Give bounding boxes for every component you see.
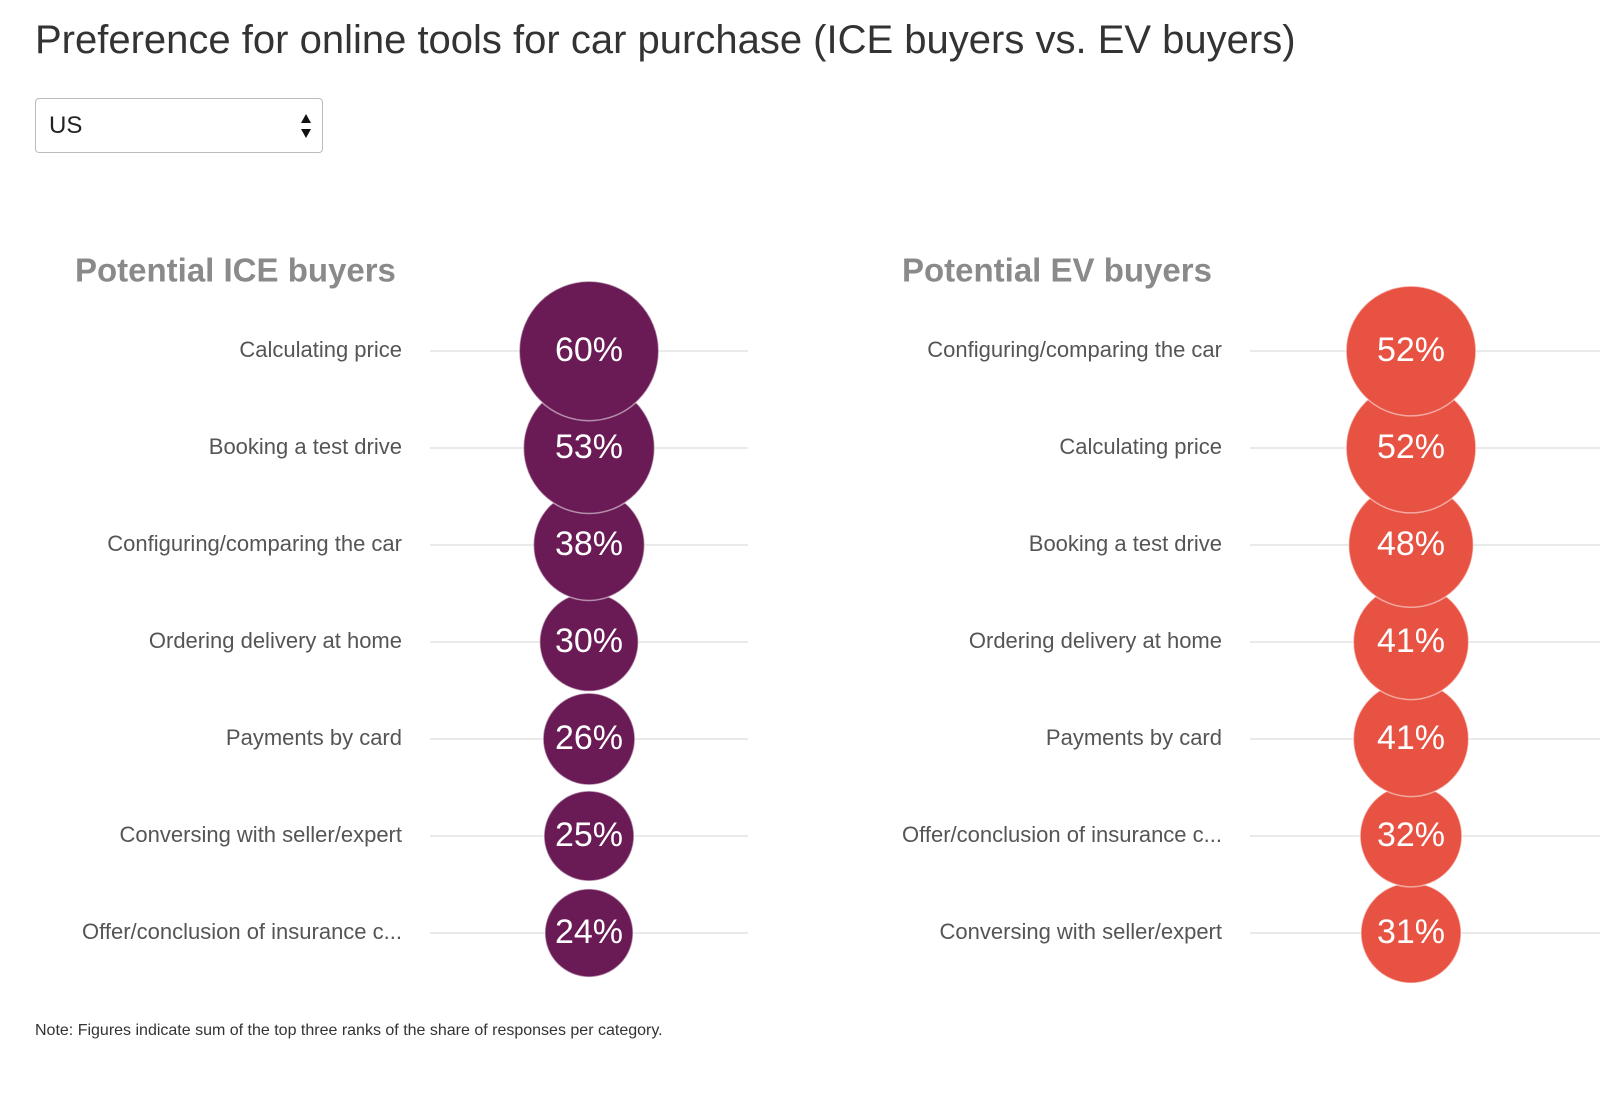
value-label: 60% bbox=[555, 331, 623, 369]
category-label: Configuring/comparing the car bbox=[927, 337, 1222, 362]
bubble-group: 26% bbox=[542, 692, 636, 786]
value-label: 26% bbox=[555, 719, 623, 757]
bubble-group: 41% bbox=[1352, 680, 1470, 798]
chart-title: Potential ICE buyers bbox=[75, 252, 396, 289]
bubble bbox=[518, 280, 660, 422]
select-value: US bbox=[49, 112, 83, 139]
bubble bbox=[544, 888, 634, 978]
bubble-group: 52% bbox=[1345, 382, 1477, 514]
category-label: Calculating price bbox=[1059, 434, 1222, 459]
bubble-group: 30% bbox=[538, 591, 640, 693]
value-label: 41% bbox=[1377, 719, 1445, 757]
bubble-group: 41% bbox=[1352, 583, 1470, 701]
bubble-group: 25% bbox=[543, 790, 635, 882]
value-label: 41% bbox=[1377, 622, 1445, 660]
bubble-group: 52% bbox=[1345, 285, 1477, 417]
bubble-group: 24% bbox=[544, 888, 634, 978]
region-select[interactable]: US bbox=[35, 98, 323, 153]
bubble-group: 32% bbox=[1359, 784, 1463, 888]
value-label: 48% bbox=[1377, 525, 1445, 563]
bubble bbox=[543, 790, 635, 882]
category-label: Booking a test drive bbox=[209, 434, 402, 459]
category-label: Offer/conclusion of insurance c... bbox=[902, 822, 1222, 847]
value-label: 52% bbox=[1377, 331, 1445, 369]
value-label: 53% bbox=[555, 428, 623, 466]
category-label: Ordering delivery at home bbox=[149, 628, 402, 653]
category-label: Booking a test drive bbox=[1029, 531, 1222, 556]
category-label: Configuring/comparing the car bbox=[107, 531, 402, 556]
value-label: 30% bbox=[555, 622, 623, 660]
category-label: Offer/conclusion of insurance c... bbox=[82, 919, 402, 944]
select-arrows bbox=[301, 114, 311, 138]
value-label: 52% bbox=[1377, 428, 1445, 466]
category-label: Conversing with seller/expert bbox=[940, 919, 1222, 944]
category-label: Payments by card bbox=[226, 725, 402, 750]
charts: Potential ICE buyers Calculating price Boo… bbox=[75, 252, 1600, 984]
bubble-group: 53% bbox=[522, 381, 656, 515]
bubble bbox=[542, 692, 636, 786]
chart-title: Potential EV buyers bbox=[902, 252, 1212, 289]
value-label: 31% bbox=[1377, 913, 1445, 951]
bubble-group: 38% bbox=[532, 488, 646, 602]
page-title: Preference for online tools for car purc… bbox=[35, 18, 1296, 62]
value-label: 38% bbox=[555, 525, 623, 563]
value-label: 25% bbox=[555, 816, 623, 854]
bubble-group: 48% bbox=[1347, 481, 1475, 609]
value-label: 24% bbox=[555, 913, 623, 951]
category-label: Conversing with seller/expert bbox=[120, 822, 402, 847]
category-label: Payments by card bbox=[1046, 725, 1222, 750]
bubble bbox=[1345, 285, 1477, 417]
bubble-group: 60% bbox=[518, 280, 660, 422]
bubble-group: 31% bbox=[1360, 882, 1462, 984]
category-label: Ordering delivery at home bbox=[969, 628, 1222, 653]
note: Note: Figures indicate sum of the top th… bbox=[35, 1022, 663, 1039]
value-label: 32% bbox=[1377, 816, 1445, 854]
category-label: Calculating price bbox=[239, 337, 402, 362]
